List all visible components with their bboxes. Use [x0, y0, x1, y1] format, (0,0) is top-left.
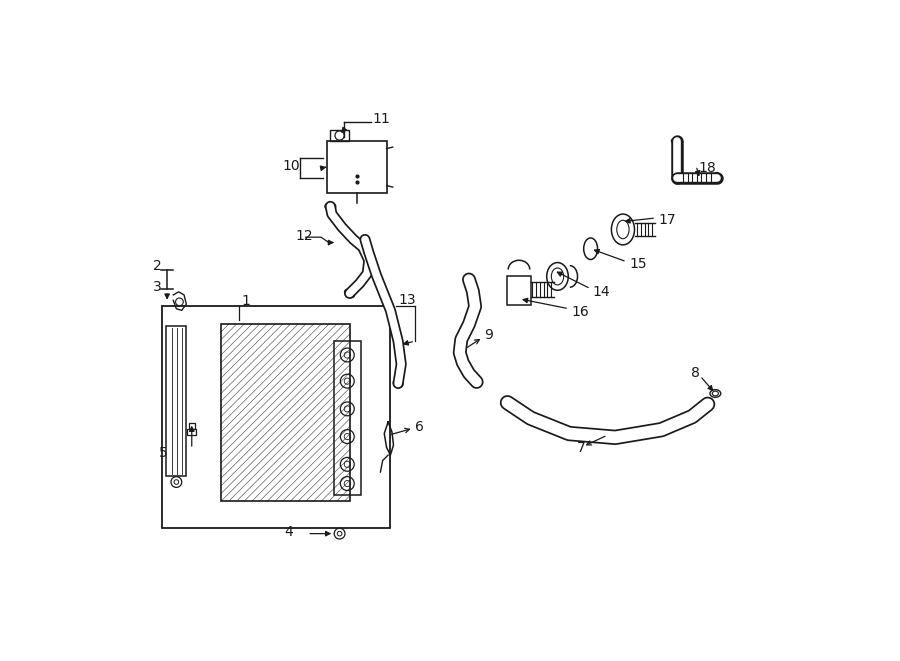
Bar	[221, 324, 350, 501]
Text: 3: 3	[153, 280, 162, 294]
Text: 15: 15	[629, 257, 647, 271]
Text: 18: 18	[698, 161, 716, 175]
Bar	[334, 341, 361, 495]
Text: 11: 11	[373, 112, 391, 126]
Bar	[189, 423, 194, 429]
Text: 13: 13	[398, 293, 416, 307]
Text: 17: 17	[659, 214, 676, 227]
Bar	[166, 326, 186, 476]
Text: 10: 10	[283, 159, 301, 173]
Text: 4: 4	[284, 525, 292, 539]
Text: 9: 9	[484, 328, 493, 342]
Bar	[327, 141, 387, 193]
Bar	[163, 307, 390, 528]
Text: 2: 2	[153, 259, 162, 274]
Text: 1: 1	[241, 294, 250, 308]
Text: 8: 8	[690, 366, 699, 379]
Text: 14: 14	[592, 285, 610, 299]
Text: 5: 5	[158, 446, 167, 459]
Text: 7: 7	[577, 441, 586, 455]
Text: 12: 12	[296, 229, 313, 243]
Bar	[508, 276, 530, 305]
Text: 6: 6	[415, 420, 424, 434]
Bar	[187, 429, 196, 435]
Text: 16: 16	[572, 305, 590, 319]
Bar	[330, 130, 349, 141]
